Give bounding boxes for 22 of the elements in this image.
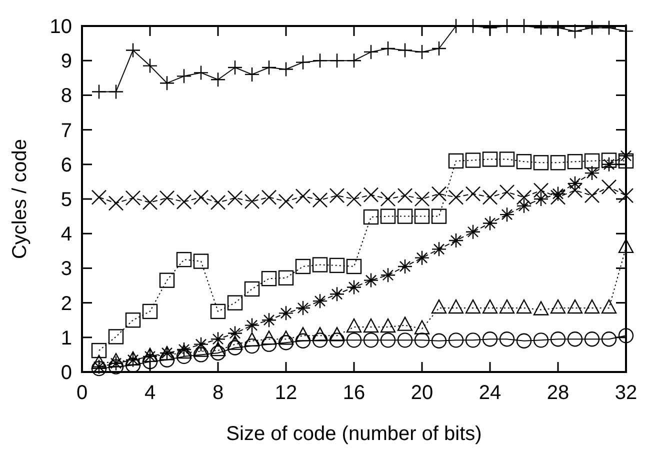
y-tick-label: 7 (60, 120, 72, 142)
x-tick-label: 28 (546, 382, 570, 404)
y-tick-label: 6 (60, 154, 72, 176)
y-tick-label: 0 (60, 362, 72, 384)
y-axis-title: Cycles / code (9, 138, 31, 260)
y-tick-label: 10 (50, 16, 72, 38)
x-tick-label: 0 (76, 382, 88, 404)
y-tick-label: 1 (60, 327, 72, 350)
x-tick-label: 4 (144, 382, 156, 404)
x-tick-label: 12 (274, 382, 298, 404)
y-tick-label: 8 (60, 85, 72, 108)
x-tick-label: 20 (410, 382, 434, 404)
x-axis-title: Size of code (number of bits) (226, 423, 482, 445)
y-tick-label: 3 (60, 258, 72, 280)
x-tick-label: 32 (614, 382, 638, 404)
y-tick-label: 5 (60, 189, 72, 211)
y-tick-label: 2 (60, 292, 72, 315)
x-tick-label: 24 (478, 382, 502, 404)
x-tick-label: 8 (212, 382, 224, 404)
y-tick-label: 4 (60, 224, 72, 246)
x-tick-label: 16 (342, 382, 366, 404)
y-tick-label: 9 (60, 50, 72, 73)
